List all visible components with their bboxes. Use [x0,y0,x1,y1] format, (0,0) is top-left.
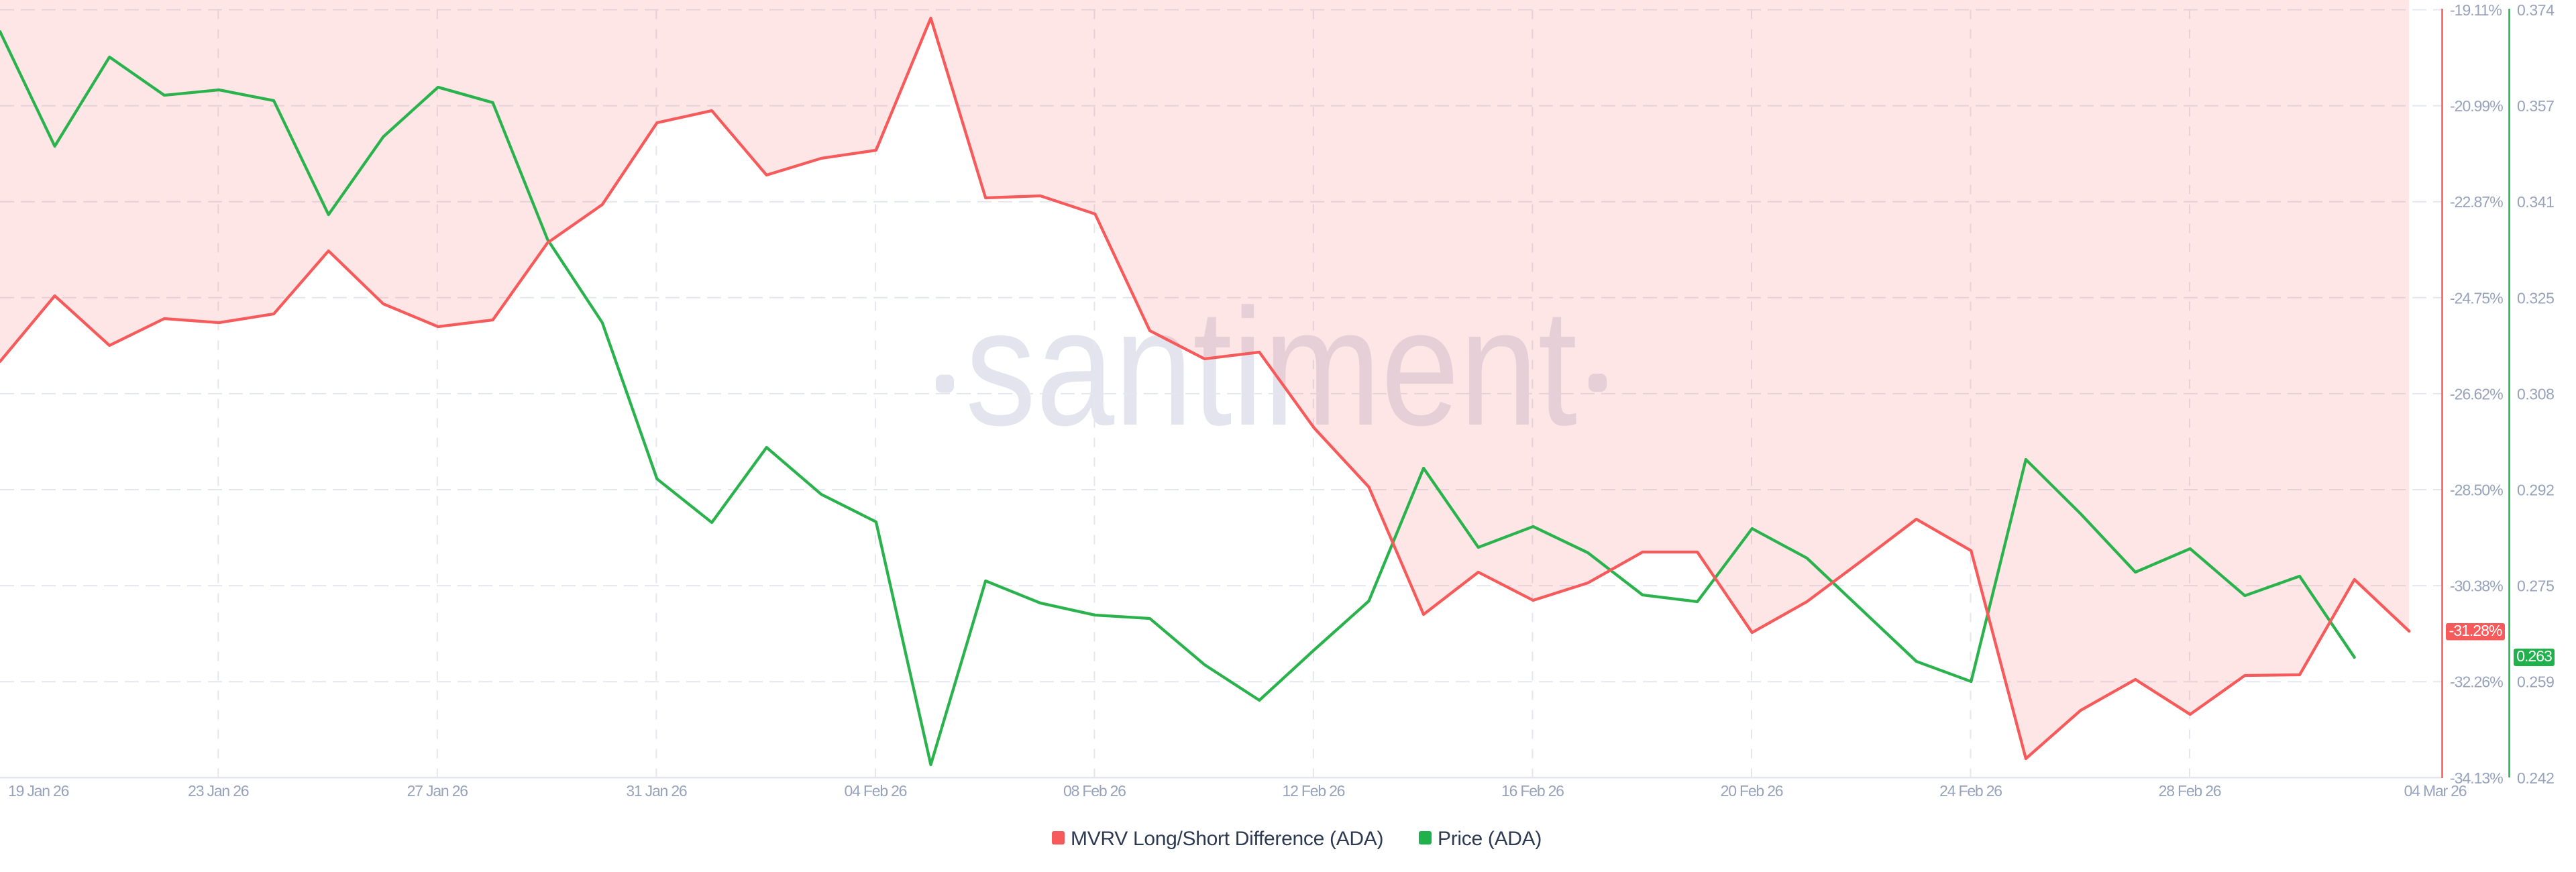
svg-text:04 Mar 26: 04 Mar 26 [2404,782,2467,800]
svg-text:08 Feb 26: 08 Feb 26 [1063,782,1126,800]
svg-text:Price (ADA): Price (ADA) [1438,828,1542,850]
svg-text:0.292: 0.292 [2517,482,2555,499]
svg-text:0.259: 0.259 [2517,673,2555,691]
svg-text:-31.28%: -31.28% [2449,622,2502,639]
svg-text:0.341: 0.341 [2517,193,2555,211]
svg-text:0.357: 0.357 [2517,97,2555,115]
svg-text:-30.38%: -30.38% [2450,578,2503,595]
svg-text:-32.26%: -32.26% [2450,673,2503,691]
svg-text:MVRV Long/Short Difference (AD: MVRV Long/Short Difference (ADA) [1071,828,1383,850]
svg-text:-22.87%: -22.87% [2450,193,2503,211]
svg-text:-19.11%: -19.11% [2450,1,2502,19]
svg-text:28 Feb 26: 28 Feb 26 [2159,782,2221,800]
svg-text:0.242: 0.242 [2517,769,2555,787]
svg-text:0.374: 0.374 [2517,1,2555,19]
svg-text:27 Jan 26: 27 Jan 26 [407,782,468,800]
svg-text:20 Feb 26: 20 Feb 26 [1721,782,1783,800]
svg-text:-20.99%: -20.99% [2450,97,2503,115]
svg-text:-24.75%: -24.75% [2450,289,2503,307]
svg-text:16 Feb 26: 16 Feb 26 [1501,782,1564,800]
svg-text:0.325: 0.325 [2517,289,2555,307]
svg-text:-34.13%: -34.13% [2450,769,2503,787]
svg-text:19 Jan 26: 19 Jan 26 [8,782,69,800]
svg-text:24 Feb 26: 24 Feb 26 [1939,782,2002,800]
svg-text:31 Jan 26: 31 Jan 26 [626,782,687,800]
svg-text:12 Feb 26: 12 Feb 26 [1283,782,1345,800]
svg-text:0.263: 0.263 [2516,647,2552,665]
svg-text:04 Feb 26: 04 Feb 26 [845,782,907,800]
svg-text:0.275: 0.275 [2517,578,2555,595]
svg-text:-28.50%: -28.50% [2450,482,2503,499]
svg-text:23 Jan 26: 23 Jan 26 [188,782,249,800]
svg-text:-26.62%: -26.62% [2450,385,2503,402]
svg-text:0.308: 0.308 [2517,385,2555,402]
